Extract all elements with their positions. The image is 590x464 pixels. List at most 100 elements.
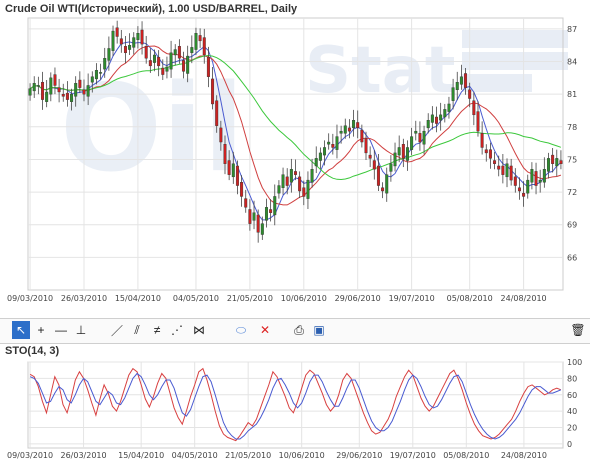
price-y-tick: 78 xyxy=(567,123,577,132)
candle-body xyxy=(335,136,339,150)
crosshair-icon[interactable]: + xyxy=(37,323,45,337)
candle-body xyxy=(294,171,297,175)
candle-body xyxy=(410,136,414,150)
save-icon[interactable]: ▣ xyxy=(313,323,325,337)
sto-y-tick: 80 xyxy=(567,374,577,383)
candle-body xyxy=(169,52,173,70)
sto-x-tick: 09/03/2010 xyxy=(7,451,53,460)
candle-body xyxy=(53,74,57,86)
delete-x-icon[interactable]: ✕ xyxy=(259,323,271,337)
stochastic-y-axis: 100 80 60 40 20 0 xyxy=(567,358,582,449)
ellipse-icon[interactable]: ⬭ xyxy=(235,322,247,337)
sto-x-tick: 04/05/2010 xyxy=(172,451,218,460)
candle-body xyxy=(289,169,293,183)
candle-body xyxy=(211,78,215,105)
trash-icon[interactable]: 🗑 xyxy=(570,323,586,337)
candle-body xyxy=(86,85,90,97)
candle-body xyxy=(476,111,480,132)
candle-body xyxy=(530,169,534,183)
candle-body xyxy=(132,37,136,48)
candle-body xyxy=(306,179,310,199)
candle-body xyxy=(219,127,223,143)
candle-body xyxy=(464,73,468,88)
candle-body xyxy=(173,49,177,56)
drawing-toolbar: ↖ + — ⊥ ／ ⫽ ≠ ⋰ ⋈ ⬭ ✕ ⎙ ▣ 🗑 xyxy=(0,318,590,344)
stochastic-lines xyxy=(29,367,562,442)
price-y-tick: 66 xyxy=(567,253,577,262)
print-icon[interactable]: ⎙ xyxy=(294,322,304,337)
candle-body xyxy=(165,66,169,72)
candle-body xyxy=(94,70,98,80)
price-y-tick: 72 xyxy=(567,188,577,197)
candle-body xyxy=(327,141,331,145)
candle-body xyxy=(480,133,484,148)
candle-body xyxy=(144,46,148,59)
candle-body xyxy=(426,120,430,129)
price-x-tick: 21/05/2010 xyxy=(227,294,273,303)
candle-body xyxy=(339,130,343,134)
candle-body xyxy=(559,160,563,164)
candle-body xyxy=(501,165,505,175)
candle-body xyxy=(509,165,513,181)
candle-body xyxy=(70,93,74,102)
sto-x-tick: 19/07/2010 xyxy=(390,451,436,460)
horizontal-line-icon[interactable]: — xyxy=(55,323,67,337)
candle-body xyxy=(82,89,86,95)
sto-x-tick: 15/04/2010 xyxy=(118,451,164,460)
stochastic-x-axis: 09/03/2010 26/03/2010 15/04/2010 04/05/2010… xyxy=(7,451,547,460)
trendline-icon[interactable]: ／ xyxy=(110,323,123,338)
svg-text:Stat: Stat xyxy=(305,34,455,108)
candle-body xyxy=(401,144,405,159)
candle-body xyxy=(235,165,239,186)
price-x-tick: 24/08/2010 xyxy=(501,294,547,303)
candle-body xyxy=(36,85,40,87)
candle-body xyxy=(148,60,152,67)
fibonacci-icon[interactable]: ⋈ xyxy=(193,323,205,337)
price-y-tick: 84 xyxy=(567,58,577,67)
candle-body xyxy=(161,67,165,75)
candle-body xyxy=(248,209,252,224)
candle-body xyxy=(538,179,542,183)
candle-body xyxy=(555,158,559,167)
sto-x-tick: 29/06/2010 xyxy=(336,451,382,460)
candle-body xyxy=(551,154,555,164)
vertical-line-icon[interactable]: ⊥ xyxy=(75,323,87,337)
sto-y-tick: 20 xyxy=(567,424,577,433)
candle-body xyxy=(542,169,546,183)
candle-body xyxy=(65,92,69,100)
chart-title: Crude Oil WTI(Исторический), 1.00 USD/BA… xyxy=(5,3,298,15)
candle-body xyxy=(136,33,140,40)
candle-body xyxy=(443,109,447,118)
candle-body xyxy=(49,77,53,95)
candle-body xyxy=(103,58,107,70)
candle-body xyxy=(435,116,438,124)
candle-body xyxy=(517,187,521,192)
channel-icon[interactable]: ⫽ xyxy=(134,322,140,337)
price-x-tick: 26/03/2010 xyxy=(61,294,107,303)
candle-body xyxy=(74,83,78,97)
cursor-icon[interactable]: ↖ xyxy=(12,321,30,339)
sto-k-line xyxy=(29,367,562,442)
candle-body xyxy=(447,103,451,112)
candle-body xyxy=(397,147,401,156)
candle-body xyxy=(451,87,455,101)
candle-body xyxy=(57,87,61,93)
candle-body xyxy=(277,185,281,194)
candle-body xyxy=(28,88,32,96)
candle-body xyxy=(140,29,144,45)
fan-icon[interactable]: ⋰ xyxy=(171,323,183,337)
candle-body xyxy=(273,196,277,216)
candle-body xyxy=(190,47,194,54)
candle-body xyxy=(439,114,443,121)
candle-body xyxy=(78,79,82,88)
candle-body xyxy=(314,158,318,167)
candle-body xyxy=(298,176,302,192)
candle-body xyxy=(376,165,380,186)
stochastic-title: STO(14, 3) xyxy=(5,345,60,357)
price-x-tick: 10/06/2010 xyxy=(281,294,327,303)
parallel-lines-icon[interactable]: ≠ xyxy=(153,323,161,337)
candle-body xyxy=(119,38,123,45)
sto-y-tick: 40 xyxy=(567,407,577,416)
candle-body xyxy=(269,209,273,213)
